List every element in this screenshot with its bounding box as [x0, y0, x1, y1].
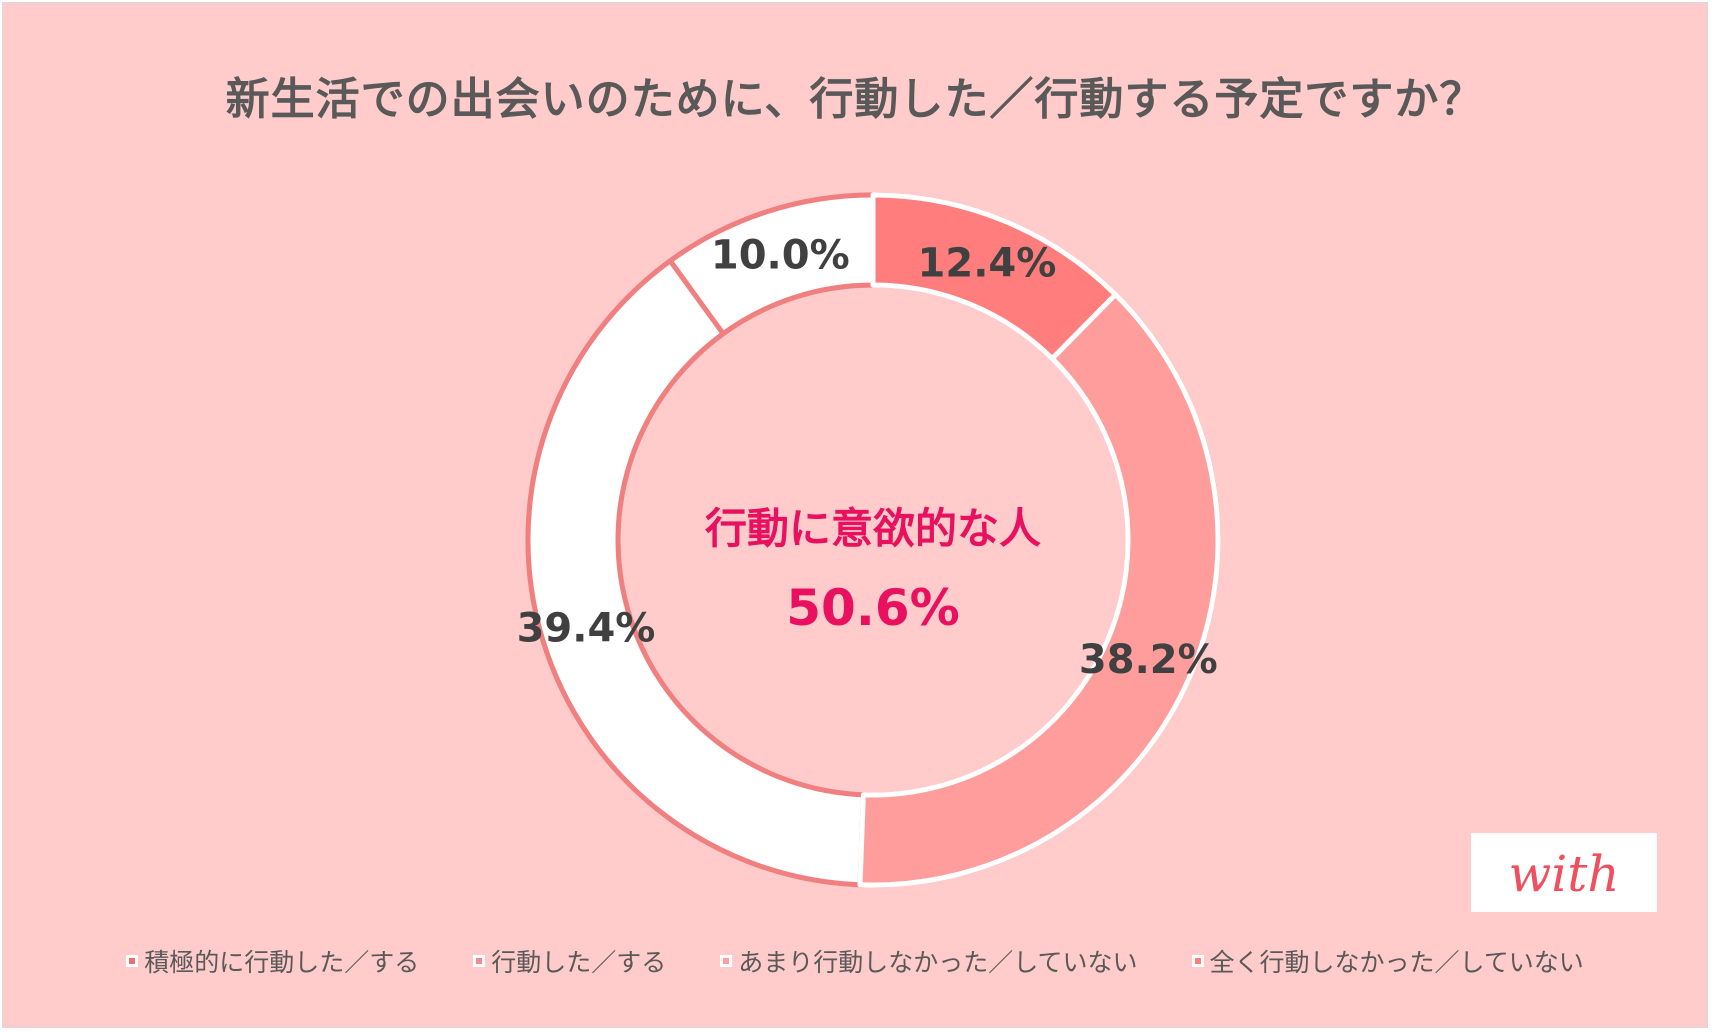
donut-labels: 10.0% 39.4% 38.2% 12.4%	[517, 233, 1218, 683]
slice-label-2: 39.4%	[517, 605, 656, 651]
legend-swatch	[720, 955, 733, 967]
donut-slice-4	[870, 192, 1118, 362]
logo-text: with	[1508, 845, 1619, 903]
center-value: 50.6%	[786, 579, 959, 637]
legend-item-3: あまり行動しなかった／していない	[720, 943, 1138, 979]
donut-chart: 10.0% 39.4% 38.2% 12.4% 行動に意欲的な人 50.6%	[517, 192, 1221, 888]
legend-item-4: 全く行動しなかった／していない	[1191, 943, 1584, 979]
legend-swatch	[1191, 955, 1204, 967]
legend-swatch	[126, 955, 139, 967]
donut-slice-3	[857, 292, 1221, 888]
slice-label-1: 10.0%	[711, 233, 850, 279]
legend-label: 全く行動しなかった／していない	[1209, 948, 1584, 977]
legend-label: 積極的に行動した／する	[144, 948, 420, 977]
legend-item-1: 積極的に行動した／する	[126, 943, 419, 979]
center-label: 行動に意欲的な人	[705, 504, 1041, 553]
with-logo: with	[1471, 833, 1657, 912]
chart-title: 新生活での出会いのために、行動した／行動する予定ですか？	[225, 74, 1485, 125]
slice-label-4: 12.4%	[918, 240, 1057, 286]
donut-slice-2	[525, 258, 866, 888]
chart-legend: 積極的に行動した／する 行動した／する あまり行動しなかった／していない 全く行動しな…	[3, 943, 1707, 979]
slice-label-3: 38.2%	[1079, 637, 1218, 683]
legend-swatch	[473, 955, 486, 967]
donut-slices	[525, 192, 1221, 888]
legend-label: あまり行動しなかった／していない	[738, 948, 1138, 977]
legend-item-2: 行動した／する	[473, 943, 666, 979]
legend-label: 行動した／する	[491, 948, 667, 977]
